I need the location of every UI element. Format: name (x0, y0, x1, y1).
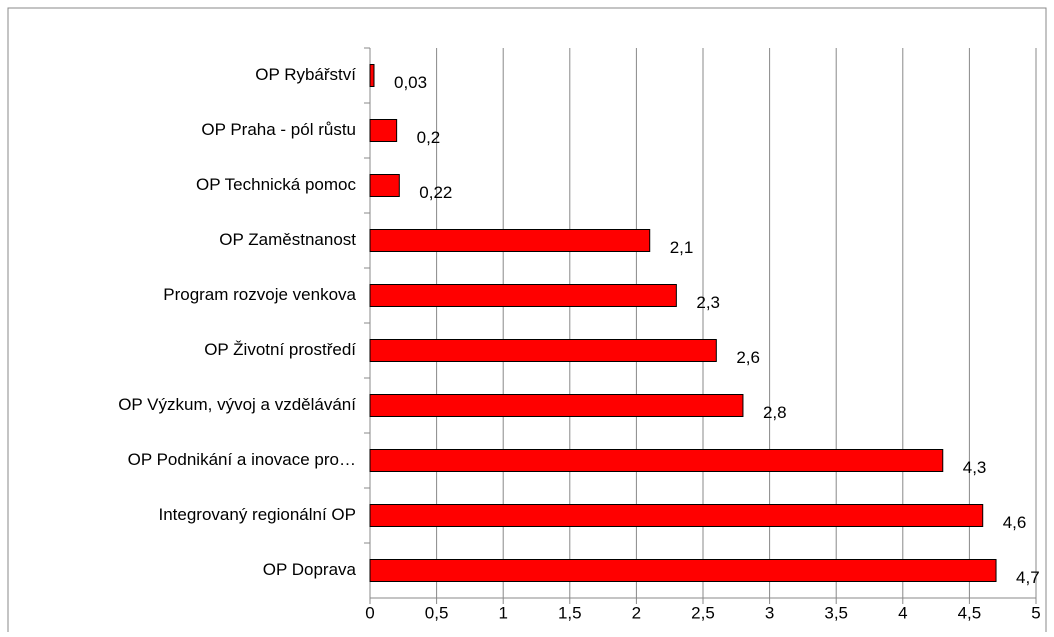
value-label: 4,7 (1016, 568, 1040, 587)
y-tick-label: OP Technická pomoc (196, 175, 357, 194)
y-tick-label: OP Praha - pól růstu (201, 120, 356, 139)
y-tick-label: OP Životní prostředí (204, 340, 356, 359)
x-tick-label: 2 (632, 603, 641, 622)
y-tick-label: OP Zaměstnanost (219, 230, 356, 249)
x-tick-label: 2,5 (691, 603, 715, 622)
chart-frame (7, 7, 1047, 637)
x-tick-label: 1,5 (558, 603, 582, 622)
y-tick-label: Program rozvoje venkova (163, 285, 356, 304)
y-tick-label: OP Výzkum, vývoj a vzdělávání (118, 395, 356, 414)
value-label: 4,6 (1003, 513, 1027, 532)
x-tick-label: 4,5 (958, 603, 982, 622)
y-tick-label: Integrovaný regionální OP (158, 505, 356, 524)
bar (369, 394, 744, 417)
bar (369, 119, 398, 142)
x-tick-label: 0,5 (425, 603, 449, 622)
bar (369, 174, 400, 197)
x-tick-label: 1 (498, 603, 507, 622)
bar (369, 449, 944, 472)
x-tick-label: 3 (765, 603, 774, 622)
value-label: 0,03 (394, 73, 427, 92)
x-tick-label: 0 (365, 603, 374, 622)
value-label: 0,22 (419, 183, 452, 202)
value-label: 0,2 (417, 128, 441, 147)
bar (369, 284, 677, 307)
bar (369, 504, 984, 527)
y-tick-label: OP Rybářství (255, 65, 356, 84)
x-tick-label: 4 (898, 603, 907, 622)
bar (369, 229, 651, 252)
x-tick-label: 3,5 (824, 603, 848, 622)
value-label: 4,3 (963, 458, 987, 477)
bar (369, 64, 375, 87)
bar (369, 559, 997, 582)
value-label: 2,3 (696, 293, 720, 312)
y-tick-label: OP Podnikání a inovace pro… (128, 450, 356, 469)
y-tick-label: OP Doprava (263, 560, 357, 579)
value-label: 2,1 (670, 238, 694, 257)
bar (369, 339, 717, 362)
value-label: 2,6 (736, 348, 760, 367)
value-label: 2,8 (763, 403, 787, 422)
x-tick-label: 5 (1031, 603, 1040, 622)
